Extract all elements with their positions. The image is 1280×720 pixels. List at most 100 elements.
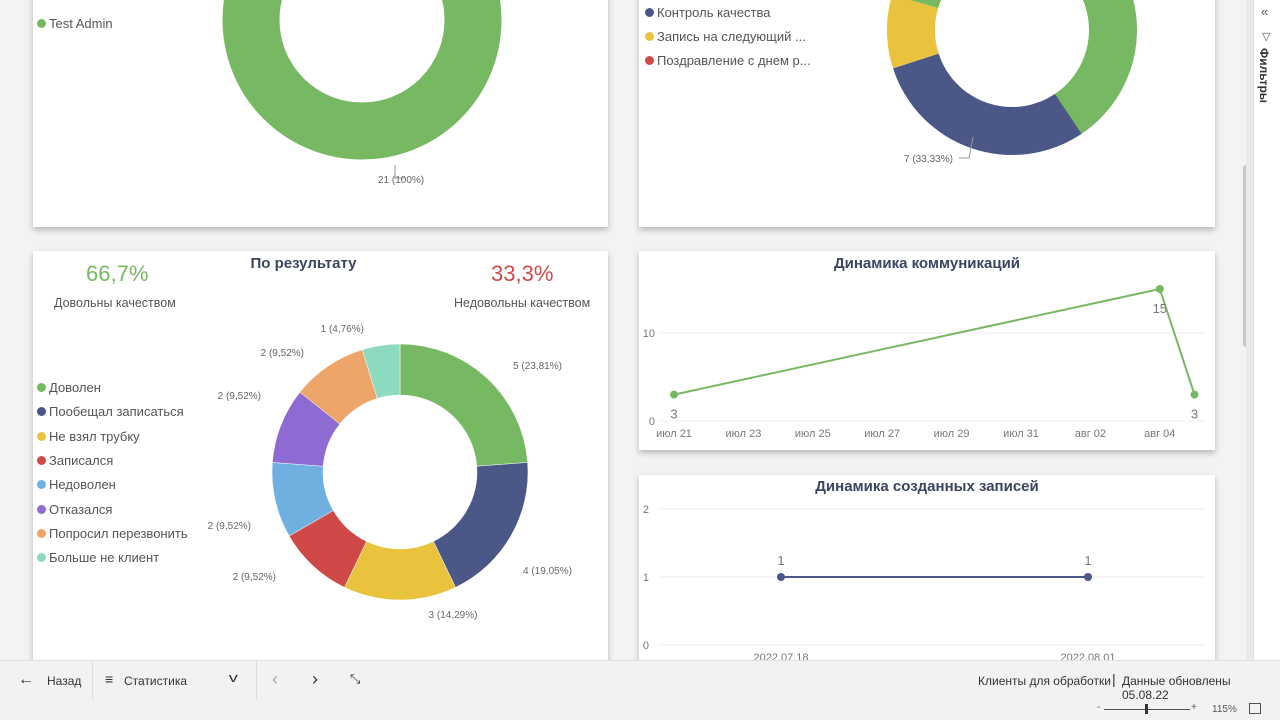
legend-label: Пообещал записаться [49, 404, 184, 420]
legend-item[interactable]: Пообещал записаться [37, 404, 184, 419]
legend-dot [37, 431, 46, 441]
legend-label: Не взял трубку [49, 428, 140, 444]
card-results: По результату 66,7% Довольны качеством 3… [33, 251, 608, 660]
donut-slice[interactable] [433, 462, 529, 588]
x-tick-label: 2022.08.01 [1060, 652, 1115, 660]
y-tick-label: 0 [643, 640, 649, 652]
status-text: Клиенты для обработки [978, 674, 1111, 688]
leader-line [394, 165, 405, 179]
x-tick-label: июл 21 [656, 428, 692, 440]
legend-item[interactable]: Больше не клиент [37, 550, 159, 565]
slice-label: 4 (19,05%) [523, 566, 572, 577]
report-canvas: Test Admin 21 (100%) Контроль качества З… [33, 0, 1246, 660]
donut-slice [887, 0, 939, 69]
x-tick-label: июл 27 [864, 428, 900, 440]
fit-page-icon[interactable] [1249, 703, 1261, 714]
donut-slice [893, 53, 1082, 156]
x-tick-label: авг 02 [1075, 428, 1106, 440]
donut-chart: 7 (33,33%) [887, 0, 1137, 165]
x-tick-label: июл 31 [1003, 428, 1039, 440]
zoom-handle[interactable] [1145, 704, 1148, 714]
legend-item[interactable]: Записался [37, 453, 113, 468]
filters-pane[interactable]: « ▽ Фильтры [1253, 0, 1280, 660]
legend-dot [37, 383, 46, 392]
legend-item[interactable]: Доволен [37, 380, 101, 395]
y-tick-label: 2 [643, 504, 649, 516]
data-label: 1 [1084, 553, 1091, 568]
back-button[interactable]: Назад [47, 674, 82, 688]
legend-dot [37, 19, 46, 28]
donut-slice[interactable] [222, 0, 502, 160]
y-tick-label: 10 [643, 328, 655, 340]
slice-label: 7 (33,33%) [904, 154, 953, 165]
x-tick-label: авг 04 [1144, 428, 1175, 440]
scrollbar-thumb[interactable] [1243, 165, 1246, 347]
zoom-level: 115% [1212, 704, 1237, 715]
legend-dot [37, 528, 46, 538]
data-point [1084, 573, 1092, 581]
card-line-communications: Динамика коммуникаций 0 10 июл 21 июл 23 июл… [639, 251, 1215, 450]
legend-item[interactable]: Не взял трубку [37, 429, 140, 444]
data-point [777, 573, 785, 581]
fullscreen-exit-icon[interactable]: ⤡ [350, 671, 361, 686]
legend-label: Доволен [49, 380, 101, 395]
data-point [1190, 390, 1199, 399]
data-point [670, 390, 678, 399]
zoom-bar: - + 115% [0, 700, 1280, 720]
y-tick-label: 1 [643, 572, 649, 584]
legend-item[interactable]: Отказался [37, 502, 112, 517]
legend-label: Test Admin [49, 16, 113, 31]
slice-label: 1 (4,76%) [321, 324, 364, 335]
slice-label: 2 (9,52%) [218, 391, 261, 402]
card-title: Динамика коммуникаций [833, 255, 1021, 272]
filters-label: Фильтры [1257, 48, 1271, 104]
legend-item[interactable]: Test Admin [37, 16, 113, 31]
legend-item[interactable]: Недоволен [37, 477, 116, 492]
donut-slice[interactable] [399, 343, 528, 467]
data-label: 3 [1191, 407, 1198, 422]
slice-label: 2 (9,52%) [261, 348, 304, 359]
legend-label: Отказался [49, 501, 113, 517]
slice-label: 2 (9,52%) [208, 521, 251, 532]
legend-item[interactable]: Контроль качества [645, 5, 770, 20]
line-chart: 0 10 июл 21 июл 23 июл 25 июл 27 июл 29 июл 31 а… [643, 285, 1204, 440]
legend-item[interactable]: Запись на следующий ... [645, 29, 806, 44]
legend-dot [37, 407, 46, 417]
x-tick-label: июл 23 [725, 428, 761, 440]
card-title: По результату [250, 255, 357, 272]
pages-icon: ≡ [105, 671, 114, 687]
card-types-donut: Контроль качества Запись на следующий ..… [639, 0, 1215, 227]
legend-item[interactable]: Поздравление с днем р... [645, 53, 811, 68]
kpi-bad-label: Недовольны качеством [454, 296, 591, 310]
legend-label: Недоволен [49, 477, 116, 493]
legend-item[interactable]: Попросил перезвонить [37, 526, 188, 541]
donut-slice [1054, 0, 1137, 134]
slice-label: 5 (23,81%) [513, 361, 562, 372]
legend-dot [37, 553, 46, 563]
donut-slice[interactable] [361, 343, 401, 399]
kpi-bad-value: 33,3% [491, 261, 554, 286]
next-page-icon[interactable]: › [312, 669, 318, 689]
donut-slice [910, 0, 942, 9]
collapse-icon[interactable]: « [1261, 4, 1269, 19]
x-tick-label: июл 29 [934, 428, 970, 440]
card-line-records: Динамика созданных записей 0 1 2 2022.07.18… [639, 475, 1215, 660]
slice-label: 2 (9,52%) [233, 572, 276, 583]
card-title: Динамика созданных записей [815, 478, 1039, 495]
legend-dot [37, 480, 46, 490]
page-selector[interactable]: Статистика [124, 674, 188, 688]
chevron-down-icon[interactable]: v [228, 670, 238, 685]
prev-page-icon[interactable]: ‹ [272, 669, 278, 689]
back-arrow-icon[interactable]: ← [18, 671, 34, 688]
data-label: 1 [777, 553, 784, 568]
legend-label: Больше не клиент [49, 550, 160, 566]
data-point [1155, 285, 1164, 293]
data-label: 3 [670, 407, 677, 422]
slice-label: 3 (14,29%) [429, 610, 478, 621]
x-tick-label: 2022.07.18 [753, 652, 808, 660]
kpi-good-value: 66,7% [86, 261, 149, 286]
card-users-donut: Test Admin 21 (100%) [33, 0, 608, 227]
filter-icon: ▽ [1262, 31, 1271, 43]
line-chart: 0 1 2 2022.07.18 2022.08.01 1 1 [643, 504, 1204, 660]
updated-text: Данные обновлены 05.08.22 [1122, 674, 1231, 702]
